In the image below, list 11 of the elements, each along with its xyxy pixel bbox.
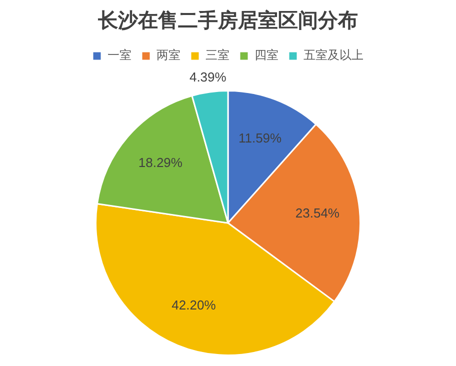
chart-title: 长沙在售二手房居室区间分布 — [97, 8, 358, 32]
data-label: 18.29% — [138, 155, 183, 170]
legend-label: 四室 — [254, 48, 278, 62]
legend-label: 两室 — [156, 48, 180, 62]
data-label: 11.59% — [238, 130, 282, 146]
legend-label: 一室 — [108, 48, 132, 62]
legend-label: 三室 — [206, 48, 230, 62]
data-label: 4.39% — [189, 70, 227, 85]
data-label: 42.20% — [172, 298, 216, 313]
legend-label: 五室及以上 — [304, 48, 364, 62]
data-label: 23.54% — [295, 205, 340, 220]
